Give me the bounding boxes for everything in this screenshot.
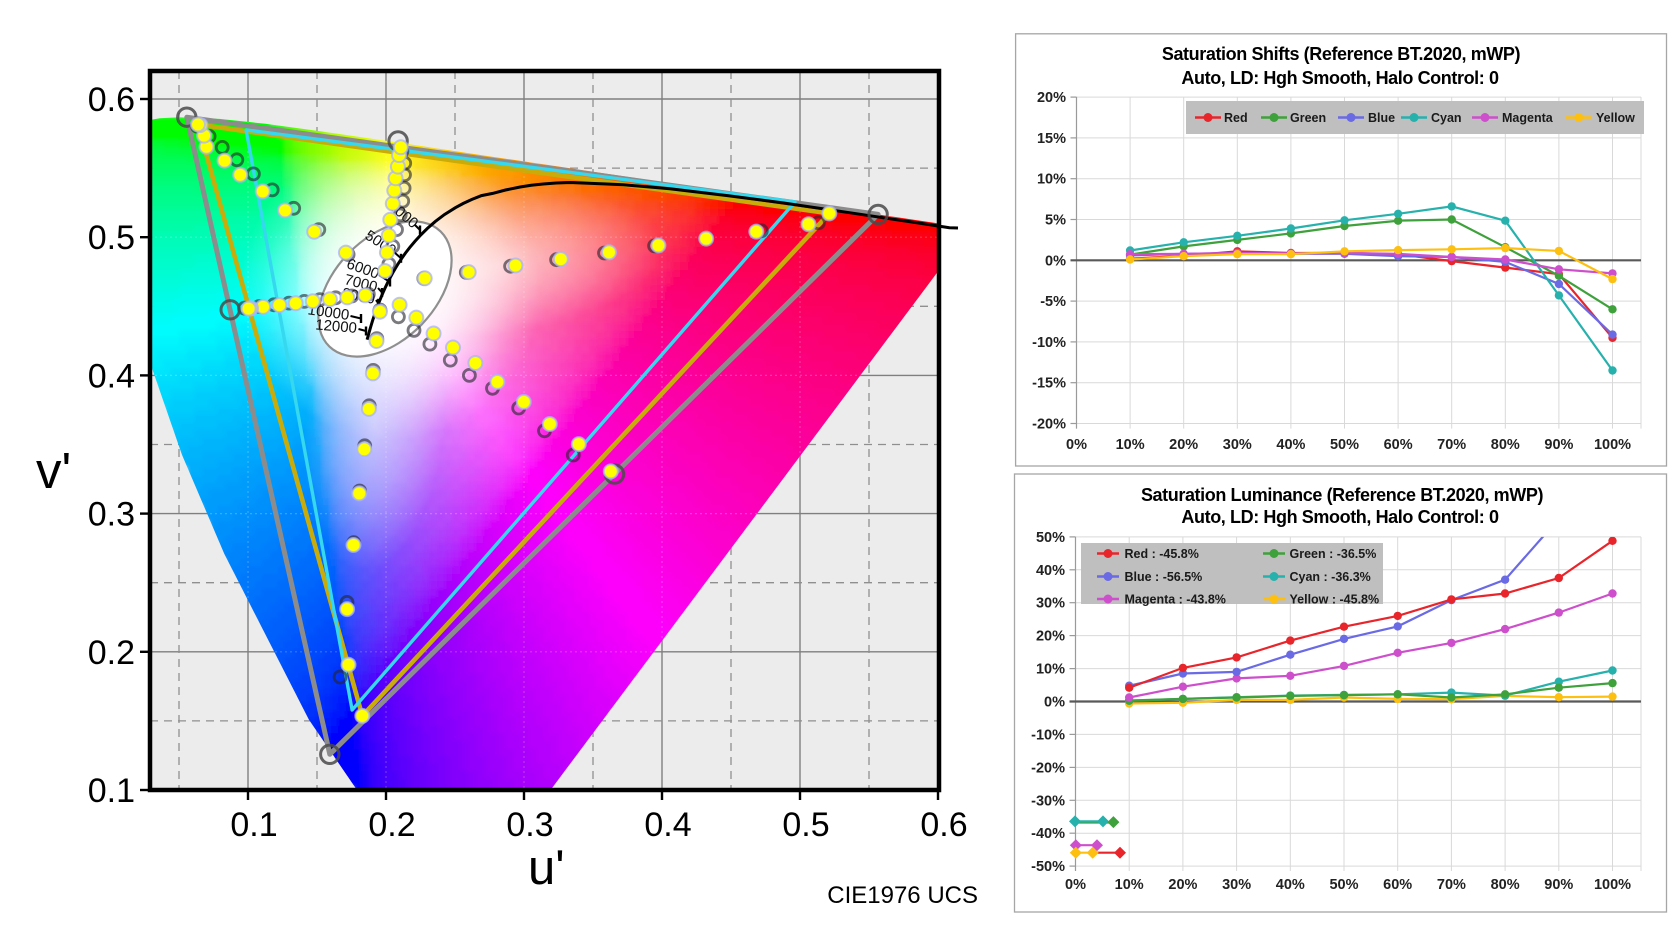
svg-text:100%: 100% — [1594, 437, 1631, 453]
svg-text:0.5: 0.5 — [782, 806, 829, 844]
svg-text:40%: 40% — [1036, 563, 1065, 579]
svg-text:0.2: 0.2 — [368, 806, 415, 844]
svg-text:0.3: 0.3 — [88, 496, 135, 534]
svg-text:-20%: -20% — [1031, 760, 1065, 776]
svg-text:5%: 5% — [1045, 213, 1066, 229]
svg-text:-50%: -50% — [1031, 859, 1065, 875]
svg-text:80%: 80% — [1491, 877, 1520, 893]
svg-text:70%: 70% — [1437, 437, 1466, 453]
svg-text:0%: 0% — [1065, 877, 1086, 893]
svg-text:50%: 50% — [1329, 877, 1358, 893]
svg-text:0%: 0% — [1044, 695, 1065, 711]
svg-text:Saturation Shifts (Reference B: Saturation Shifts (Reference BT.2020, mW… — [1162, 44, 1521, 64]
svg-text:Yellow: Yellow — [1596, 111, 1635, 125]
svg-text:Red : -45.8%: Red : -45.8% — [1125, 547, 1199, 561]
svg-text:10%: 10% — [1037, 172, 1066, 188]
svg-text:Yellow : -45.8%: Yellow : -45.8% — [1290, 593, 1380, 607]
svg-text:10%: 10% — [1115, 877, 1144, 893]
svg-text:0.4: 0.4 — [644, 806, 691, 844]
svg-text:60%: 60% — [1383, 877, 1412, 893]
svg-text:0%: 0% — [1045, 253, 1066, 269]
svg-text:-10%: -10% — [1031, 727, 1065, 743]
svg-text:0.1: 0.1 — [88, 772, 135, 810]
svg-text:80%: 80% — [1491, 437, 1520, 453]
svg-text:Auto, LD: Hgh Smooth, Halo Con: Auto, LD: Hgh Smooth, Halo Control: 0 — [1181, 68, 1499, 88]
svg-text:Blue: Blue — [1368, 111, 1395, 125]
svg-text:Cyan: Cyan — [1431, 111, 1462, 125]
svg-text:40%: 40% — [1276, 877, 1305, 893]
svg-text:Red: Red — [1224, 111, 1248, 125]
svg-text:-40%: -40% — [1031, 826, 1065, 842]
svg-text:0.3: 0.3 — [506, 806, 553, 844]
svg-text:60%: 60% — [1384, 437, 1413, 453]
svg-text:CIE1976 UCS: CIE1976 UCS — [827, 882, 978, 909]
svg-text:50%: 50% — [1330, 437, 1359, 453]
svg-text:u': u' — [528, 841, 565, 895]
svg-text:20%: 20% — [1168, 877, 1197, 893]
svg-text:0.2: 0.2 — [88, 634, 135, 672]
svg-text:30%: 30% — [1036, 596, 1065, 612]
svg-text:10%: 10% — [1116, 437, 1145, 453]
svg-text:90%: 90% — [1544, 877, 1573, 893]
svg-text:Magenta: Magenta — [1502, 111, 1554, 125]
svg-text:Green : -36.5%: Green : -36.5% — [1290, 547, 1377, 561]
svg-text:30%: 30% — [1223, 437, 1252, 453]
svg-text:30%: 30% — [1222, 877, 1251, 893]
svg-text:-15%: -15% — [1032, 376, 1066, 392]
svg-text:-30%: -30% — [1031, 793, 1065, 809]
svg-text:0.6: 0.6 — [920, 806, 967, 844]
svg-text:15%: 15% — [1037, 131, 1066, 147]
svg-text:Saturation Luminance (Referenc: Saturation Luminance (Reference BT.2020,… — [1141, 485, 1544, 505]
svg-text:-5%: -5% — [1040, 294, 1066, 310]
svg-text:40%: 40% — [1276, 437, 1305, 453]
svg-text:50%: 50% — [1036, 530, 1065, 546]
svg-text:20%: 20% — [1036, 629, 1065, 645]
svg-text:100%: 100% — [1594, 877, 1631, 893]
svg-text:12000: 12000 — [315, 316, 358, 337]
svg-text:0.4: 0.4 — [88, 357, 135, 395]
svg-text:v': v' — [36, 442, 71, 499]
svg-text:0.5: 0.5 — [88, 219, 135, 257]
svg-text:20%: 20% — [1037, 90, 1066, 106]
svg-text:0.6: 0.6 — [88, 81, 135, 119]
svg-text:90%: 90% — [1544, 437, 1573, 453]
svg-text:0.1: 0.1 — [230, 806, 277, 844]
svg-text:10%: 10% — [1036, 662, 1065, 678]
svg-text:-10%: -10% — [1032, 335, 1066, 351]
svg-text:Cyan : -36.3%: Cyan : -36.3% — [1290, 570, 1371, 584]
svg-text:Magenta : -43.8%: Magenta : -43.8% — [1125, 593, 1226, 607]
svg-text:Blue : -56.5%: Blue : -56.5% — [1125, 570, 1203, 584]
svg-text:20%: 20% — [1169, 437, 1198, 453]
svg-text:70%: 70% — [1437, 877, 1466, 893]
svg-text:Auto, LD: Hgh Smooth, Halo Con: Auto, LD: Hgh Smooth, Halo Control: 0 — [1181, 507, 1499, 527]
svg-text:Green: Green — [1290, 111, 1326, 125]
svg-text:-20%: -20% — [1032, 417, 1066, 433]
svg-text:0%: 0% — [1066, 437, 1087, 453]
